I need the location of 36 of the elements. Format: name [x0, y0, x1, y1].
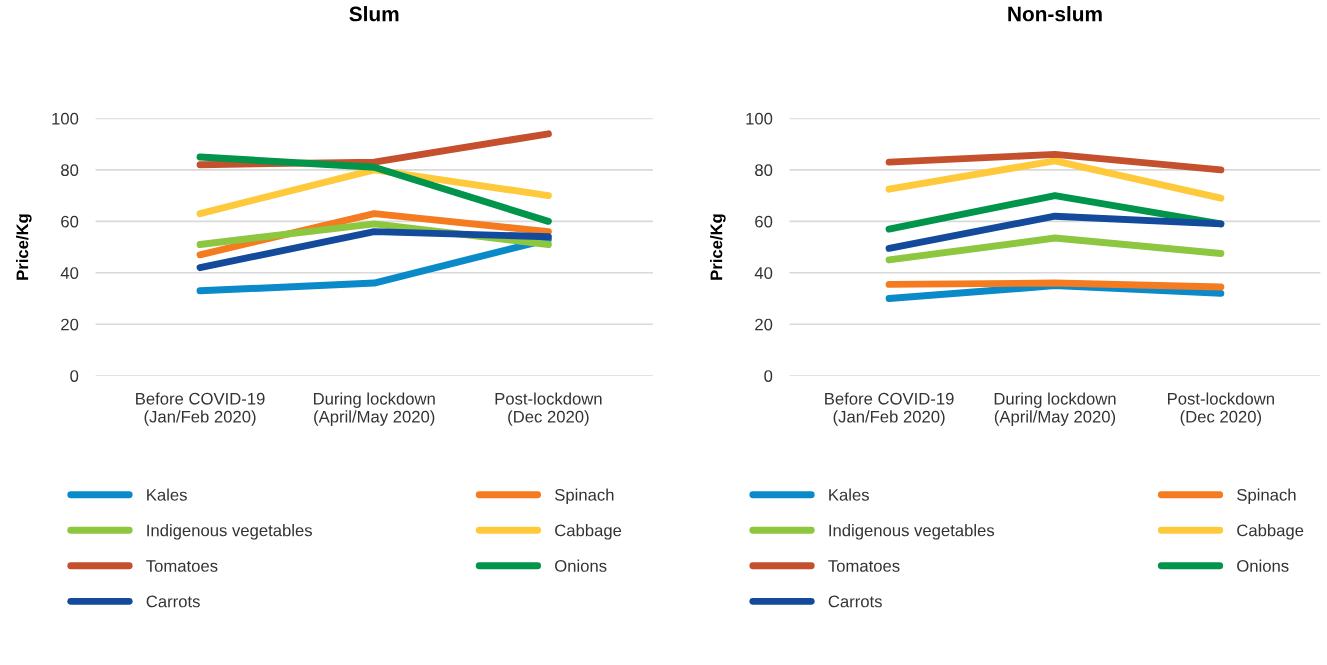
y-tick-label: 100: [746, 112, 773, 125]
chart-title: Slum: [349, 6, 399, 22]
legend-label: Spinach: [555, 488, 614, 505]
x-tick-label: During lockdown (April/May 2020): [313, 392, 435, 426]
y-tick-label: 100: [52, 112, 79, 125]
y-tick-label: 0: [764, 370, 773, 382]
legend-label: Indigenous vegetables: [147, 524, 312, 540]
y-tick-label: 60: [755, 215, 773, 228]
legend-label: Carrots: [146, 595, 200, 608]
y-tick-label: 0: [70, 370, 79, 382]
chart-title: Non-slum: [1008, 6, 1102, 22]
y-tick-label: 60: [61, 215, 79, 228]
y-axis-title: Price/Kg: [16, 214, 32, 280]
y-tick-label: 80: [61, 164, 79, 177]
legend-label: Kales: [147, 488, 187, 501]
x-tick-label: Post-lockdown (Dec 2020): [495, 392, 602, 426]
y-tick-label: 80: [755, 164, 773, 177]
y-tick-label: 20: [61, 318, 79, 331]
x-tick-label: Post-lockdown (Dec 2020): [1168, 392, 1274, 426]
x-tick-label: Before COVID-19 (Jan/Feb 2020): [825, 392, 954, 426]
legend-label: Tomatoes: [828, 560, 900, 572]
legend-label: Onions: [555, 559, 607, 572]
legend-label: Cabbage: [555, 524, 622, 540]
y-tick-label: 40: [60, 267, 79, 279]
legend-label: Onions: [1237, 559, 1289, 572]
x-tick-label: During lockdown (April/May 2020): [994, 392, 1116, 426]
legend-label: Kales: [829, 488, 869, 501]
legend-label: Indigenous vegetables: [829, 524, 995, 540]
y-tick-label: 40: [754, 267, 773, 279]
legend-label: Cabbage: [1237, 524, 1304, 540]
x-tick-label: Before COVID-19 (Jan/Feb 2020): [136, 392, 265, 426]
legend-label: Spinach: [1237, 488, 1296, 505]
y-axis-title: Price/Kg: [710, 214, 726, 280]
y-tick-label: 20: [755, 318, 773, 331]
legend-label: Tomatoes: [146, 560, 218, 572]
legend-label: Carrots: [828, 595, 882, 608]
